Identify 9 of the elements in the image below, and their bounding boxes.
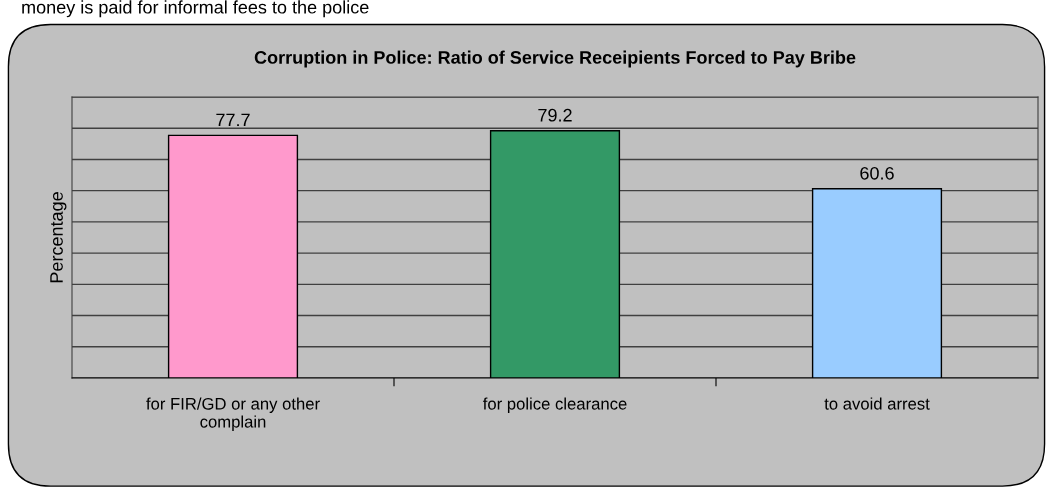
x-tick-label: to avoid arrest — [824, 397, 930, 410]
x-tick-label: for police clearance — [482, 397, 627, 413]
y-axis-title: Percentage — [50, 192, 67, 283]
text: money is paid for informal fees to the police — [22, 0, 369, 18]
data-label: 60.6 — [860, 166, 894, 180]
data-label: 79.2 — [538, 108, 572, 122]
data-label: 77.7 — [216, 113, 250, 127]
chart-title: Corruption in Police: Ratio of Service Receipients Forced to Pay Bribe — [254, 50, 856, 68]
x-tick-label: for FIR/GD or any other complain — [146, 397, 320, 431]
